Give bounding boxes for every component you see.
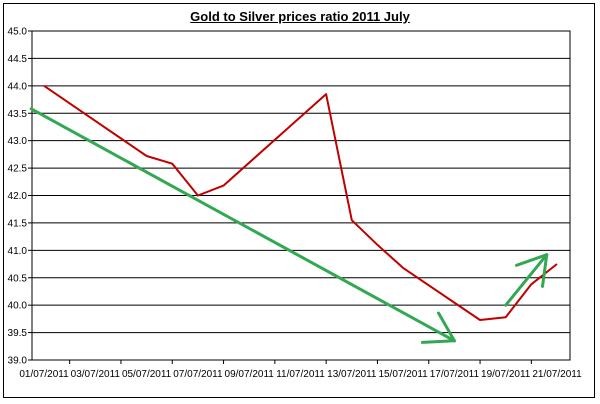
- trend-arrow-up-icon-head: [515, 253, 549, 267]
- x-tick-label: 01/07/2011: [19, 369, 69, 380]
- data-series-line: [43, 84, 558, 321]
- x-tick-label: 07/07/2011: [173, 369, 223, 380]
- x-tick-label: 13/07/2011: [327, 369, 377, 380]
- y-tick-label: 42.0: [8, 191, 28, 202]
- y-tick-label: 45.0: [8, 27, 28, 38]
- y-tick-label: 39.0: [8, 356, 28, 367]
- chart-title: Gold to Silver prices ratio 2011 July: [190, 9, 410, 24]
- trend-arrow-up-icon: [504, 253, 549, 307]
- trend-arrow-up-icon-head: [540, 253, 549, 288]
- y-tick-label: 39.5: [8, 328, 28, 339]
- y-tick-label: 43.5: [8, 109, 28, 120]
- y-tick-label: 40.5: [8, 273, 28, 284]
- x-tick-label: 03/07/2011: [71, 369, 121, 380]
- x-tick-label: 17/07/2011: [430, 369, 480, 380]
- y-tick-label: 41.0: [8, 246, 28, 257]
- x-tick-label: 15/07/2011: [378, 369, 428, 380]
- x-tick-label: 21/07/2011: [532, 369, 582, 380]
- trend-arrow-down-icon-head: [420, 339, 456, 344]
- x-tick-label: 09/07/2011: [225, 369, 275, 380]
- y-tick-label: 43.0: [8, 136, 28, 147]
- x-tick-label: 11/07/2011: [276, 369, 325, 380]
- trend-arrow-down-icon: [29, 107, 456, 343]
- y-tick-label: 44.0: [8, 81, 28, 92]
- y-tick-label: 40.0: [8, 301, 28, 312]
- x-tick-label: 19/07/2011: [481, 369, 531, 380]
- y-tick-label: 41.5: [8, 218, 28, 229]
- y-tick-label: 44.5: [8, 54, 28, 65]
- plot-area: [31, 30, 571, 361]
- y-tick-label: 42.5: [8, 164, 28, 175]
- x-tick-label: 05/07/2011: [122, 369, 172, 380]
- trend-arrow-down-icon-head: [437, 311, 456, 343]
